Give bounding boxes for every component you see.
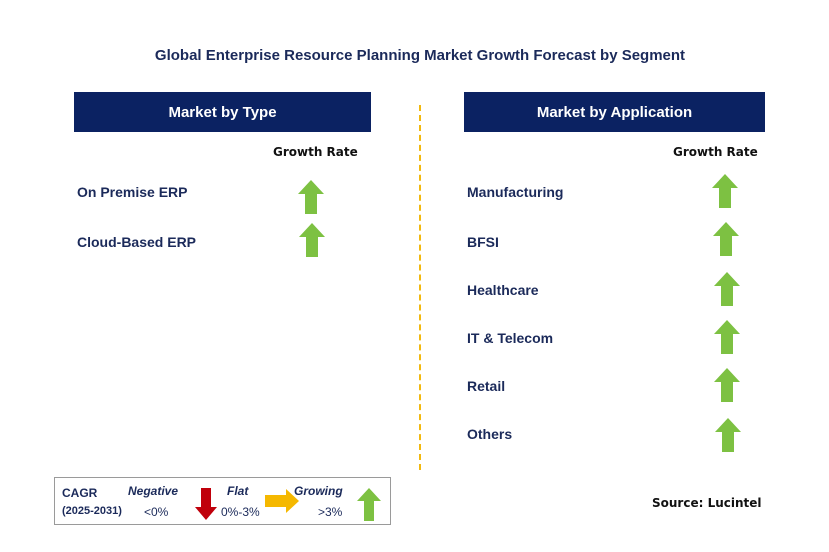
up-arrow-icon	[714, 368, 740, 402]
up-arrow-icon	[713, 222, 739, 256]
up-arrow-icon	[715, 418, 741, 452]
segment-label-bfsi: BFSI	[467, 234, 499, 250]
legend-flat-label: Flat	[227, 484, 249, 498]
up-arrow-icon	[299, 223, 325, 257]
segment-label-retail: Retail	[467, 378, 506, 394]
growth-rate-label-right: Growth Rate	[673, 145, 758, 159]
up-arrow-icon	[357, 488, 381, 521]
up-arrow-icon	[714, 272, 740, 306]
segment-label-cloud-based: Cloud-Based ERP	[77, 234, 197, 250]
legend-negative-label: Negative	[128, 484, 179, 498]
up-arrow-icon	[298, 180, 324, 214]
legend-negative-range: <0%	[144, 505, 169, 519]
growth-rate-label-left: Growth Rate	[273, 145, 358, 159]
legend-growing-range: >3%	[318, 505, 343, 519]
up-arrow-icon	[712, 174, 738, 208]
panel-divider	[419, 105, 421, 470]
legend-growing-label: Growing	[294, 484, 343, 498]
source-label: Source: Lucintel	[652, 496, 762, 510]
segment-label-on-premise: On Premise ERP	[77, 184, 188, 200]
market-by-type-header: Market by Type	[74, 92, 371, 132]
legend-period: (2025-2031)	[62, 505, 122, 517]
cagr-legend: CAGR (2025-2031) Negative <0% Flat 0%-3%…	[54, 477, 391, 525]
down-arrow-icon	[195, 488, 217, 520]
up-arrow-icon	[714, 320, 740, 354]
right-arrow-icon	[265, 489, 299, 513]
segment-label-others: Others	[467, 426, 513, 442]
market-by-application-header: Market by Application	[464, 92, 765, 132]
segment-label-healthcare: Healthcare	[467, 282, 539, 298]
segment-label-it-telecom: IT & Telecom	[467, 330, 554, 346]
segment-label-manufacturing: Manufacturing	[467, 184, 564, 200]
legend-cagr-label: CAGR	[62, 486, 98, 500]
legend-flat-range: 0%-3%	[221, 505, 260, 519]
page-title: Global Enterprise Resource Planning Mark…	[154, 47, 686, 64]
